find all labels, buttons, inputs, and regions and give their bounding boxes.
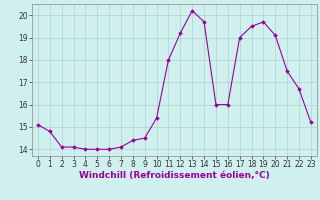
X-axis label: Windchill (Refroidissement éolien,°C): Windchill (Refroidissement éolien,°C) [79, 171, 270, 180]
